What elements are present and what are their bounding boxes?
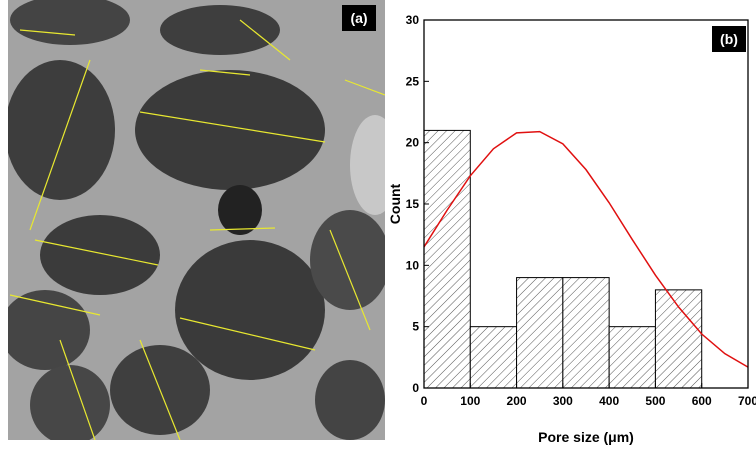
page: {"panel_a": {"label": "(a)"}, "chart_dat… [0,0,756,454]
bar [609,327,655,388]
x-tick-label: 400 [599,394,619,408]
bar [655,290,701,388]
y-tick-label: 15 [406,197,420,211]
y-tick-label: 20 [406,136,420,150]
x-tick-label: 500 [645,394,665,408]
sem-image [0,0,400,445]
panel-label: (b) [720,31,738,47]
bar [424,130,470,388]
y-tick-label: 10 [406,258,420,272]
y-tick-label: 0 [412,381,419,395]
bar [470,327,516,388]
figure: (a) 0510152025300100200300400500600700Po… [0,0,756,449]
y-tick-label: 30 [406,13,420,27]
y-tick-label: 25 [406,74,420,88]
panel-label: (a) [350,10,367,26]
y-tick-label: 5 [412,320,419,334]
x-tick-label: 0 [421,394,428,408]
bar [563,278,609,388]
x-tick-label: 600 [692,394,712,408]
x-axis-label: Pore size (μm) [538,429,634,445]
y-axis-label: Count [387,183,403,224]
x-tick-label: 200 [507,394,527,408]
bar [517,278,563,388]
x-tick-label: 700 [738,394,756,408]
x-tick-label: 100 [460,394,480,408]
x-tick-label: 300 [553,394,573,408]
